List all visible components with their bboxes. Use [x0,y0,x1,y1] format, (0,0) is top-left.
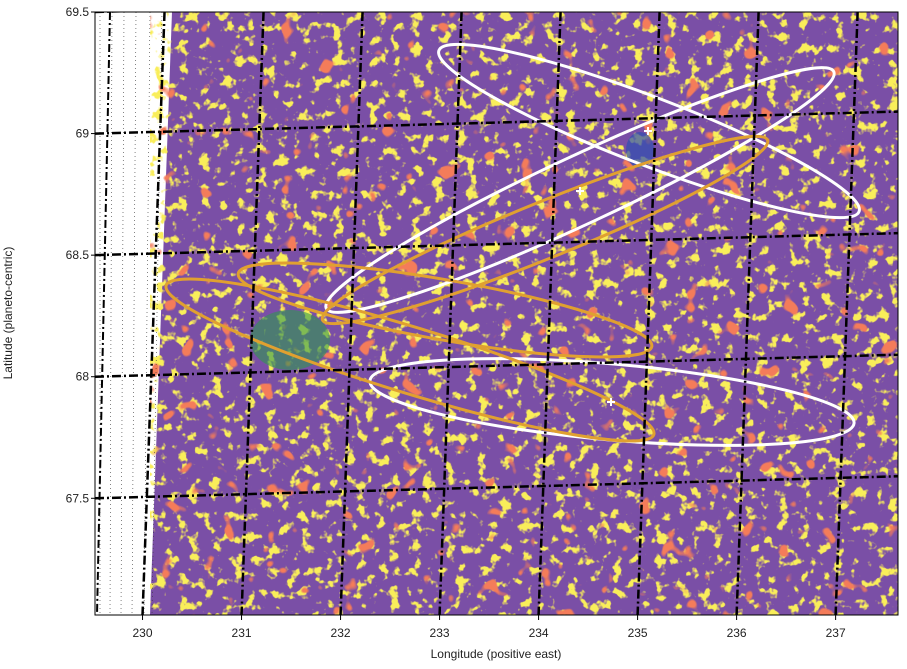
x-tick-label: 231 [232,626,252,640]
x-tick-label: 232 [331,626,351,640]
x-tick-label: 237 [826,626,846,640]
x-axis-label: Longitude (positive east) [431,647,562,661]
y-tick-label: 69.5 [66,5,90,19]
x-tick-label: 235 [628,626,648,640]
y-tick-label: 68 [76,370,90,384]
page: {"chart_data": {"type": "map", "xlabel":… [0,0,907,664]
grid-line [95,0,898,12]
y-tick-label: 68.5 [66,248,90,262]
chart: Longitude (positive east) Latitude (plan… [0,0,907,664]
x-tick-label: 233 [430,626,450,640]
x-tick-label: 236 [727,626,747,640]
x-tick-label: 234 [529,626,549,640]
map-image [95,0,898,615]
y-tick-label: 67.5 [66,491,90,505]
x-tick-label: 230 [133,626,153,640]
y-tick-label: 69 [76,127,90,141]
y-axis-label: Latitude (planeto-centric) [1,247,15,380]
